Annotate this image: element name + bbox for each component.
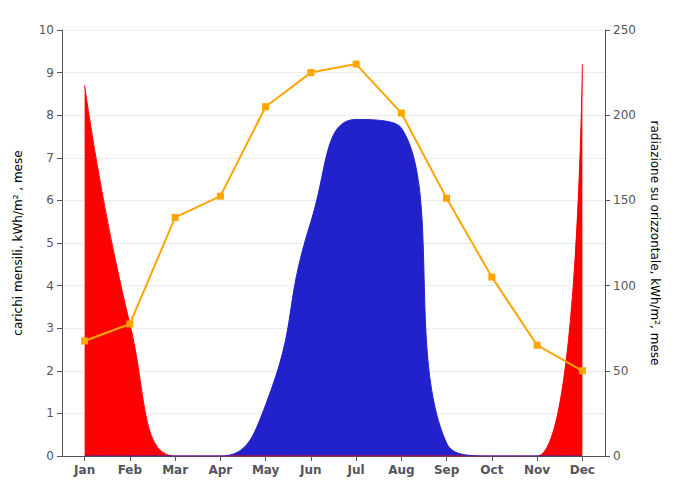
svg-text:Mar: Mar (162, 463, 188, 477)
svg-text:0: 0 (613, 449, 621, 463)
svg-text:4: 4 (46, 279, 54, 293)
svg-text:Jun: Jun (299, 463, 322, 477)
svg-text:Jan: Jan (73, 463, 95, 477)
svg-text:50: 50 (613, 364, 628, 378)
svg-text:7: 7 (46, 151, 54, 165)
svg-text:2: 2 (46, 364, 54, 378)
svg-text:carichi mensili, kWh/m² , mese: carichi mensili, kWh/m² , mese (11, 150, 25, 335)
svg-text:9: 9 (46, 66, 54, 80)
svg-text:Aug: Aug (388, 463, 414, 477)
svg-text:1: 1 (46, 406, 54, 420)
svg-text:250: 250 (613, 23, 636, 37)
svg-text:0: 0 (46, 449, 54, 463)
svg-text:200: 200 (613, 108, 636, 122)
svg-text:Oct: Oct (480, 463, 503, 477)
svg-text:Apr: Apr (208, 463, 232, 477)
svg-text:Feb: Feb (118, 463, 143, 477)
svg-text:radiazione su orizzontale, kWh: radiazione su orizzontale, kWh/m², mese (648, 121, 662, 366)
svg-text:Dec: Dec (570, 463, 595, 477)
svg-text:Jul: Jul (347, 463, 365, 477)
svg-text:Sep: Sep (434, 463, 460, 477)
svg-text:5: 5 (46, 236, 54, 250)
svg-text:10: 10 (39, 23, 54, 37)
svg-text:150: 150 (613, 193, 636, 207)
svg-text:May: May (252, 463, 280, 477)
svg-text:6: 6 (46, 193, 54, 207)
svg-text:8: 8 (46, 108, 54, 122)
svg-text:3: 3 (46, 321, 54, 335)
svg-text:Nov: Nov (524, 463, 550, 477)
svg-text:100: 100 (613, 279, 636, 293)
